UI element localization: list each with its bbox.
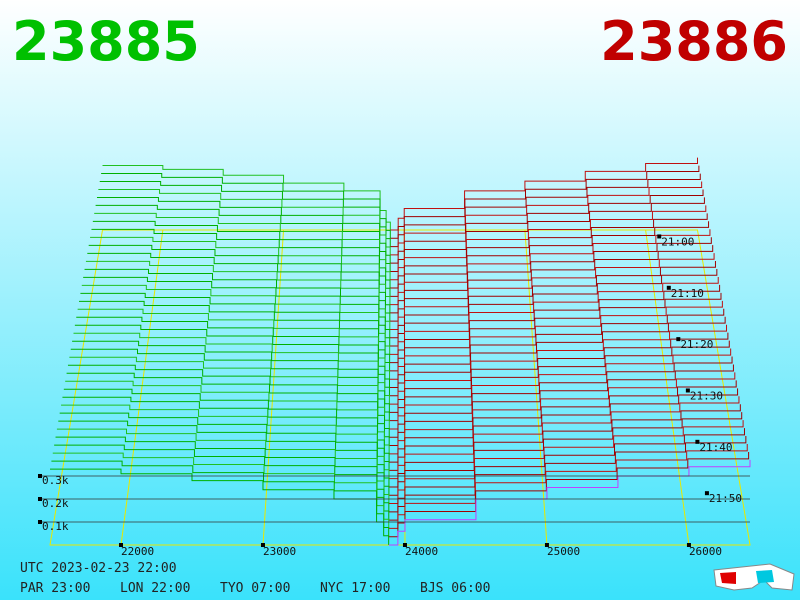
asks-depth-line [389,269,718,347]
price-grid-line [262,229,285,546]
ask-price: 23886 [600,10,788,73]
asks-depth-line [390,237,712,314]
bids-depth-line [50,468,390,545]
zone-time: NYC 17:00 [320,581,390,596]
asks-depth-line [389,356,733,438]
asks-depth-line [390,213,708,289]
asks-depth-line [389,372,736,455]
time-tick-label: 21:40 [699,441,732,454]
asks-depth-line [388,443,748,529]
asks-depth-line [388,436,747,521]
time-tick [685,388,690,393]
asks-depth-line [390,165,700,239]
price-tick [260,543,265,547]
asks-depth-line [390,173,701,248]
asks-depth-line [389,261,716,339]
asks-depth-line [390,189,704,264]
asks-depth-line [389,245,714,322]
time-tick [695,439,700,444]
price-tick [402,543,407,547]
asks-depth-line [390,229,711,306]
asks-depth-line [389,284,721,364]
price-tick-label: 26000 [689,545,722,558]
red-lens [720,572,736,584]
asks-depth-line [389,348,732,430]
asks-depth-line [389,292,722,372]
depth-tick [38,497,42,501]
time-zones: PAR 23:00 LON 22:00 TYO 07:00 NYC 17:00 BJS … [20,581,490,596]
asks-depth-line [390,205,707,281]
time-tick [676,337,681,342]
asks-depth-line [390,197,705,272]
utc-time: UTC 2023-02-23 22:00 [20,561,177,576]
asks-depth-line [389,324,728,405]
price-tick [686,543,691,547]
asks-depth-line [389,253,715,330]
depth-tick-label: 0.3k [42,474,69,487]
price-tick-label: 23000 [263,545,296,558]
depth-tick-label: 0.2k [42,497,69,510]
asks-depth-line [389,316,726,397]
cyan-lens [756,570,774,583]
asks-depth-line [389,308,725,388]
time-tick [666,285,671,290]
3d-glasses-icon[interactable] [713,563,795,591]
asks-depth-line [390,181,703,256]
time-tick-label: 21:30 [690,389,723,402]
asks-depth-line [389,396,740,480]
price-tick [544,543,549,547]
asks-depth-line [389,388,739,471]
depth-tick [38,474,42,478]
asks-depth-line [389,412,743,496]
time-tick-label: 21:10 [671,287,704,300]
price-grid-line [120,229,164,546]
plot: 22000 23000 24000 25000 26000 0.1k 0.2k 0.3k 21:… [38,157,751,558]
bid-price: 23885 [12,10,200,73]
time-tick [657,234,662,239]
time-tick [704,491,709,496]
price-grid-line [524,229,548,546]
asks-depth-line [389,276,719,355]
zone-time: PAR 23:00 [20,581,90,596]
zone-time: BJS 06:00 [420,581,490,596]
price-tick-label: 22000 [121,545,154,558]
asks-depth-line [390,221,710,297]
price-tick-label: 25000 [547,545,580,558]
asks-depth-line [389,300,723,380]
zone-time: TYO 07:00 [220,581,290,596]
time-tick-label: 21:20 [680,338,713,351]
price-tick [118,543,123,547]
asks-depth-line [388,451,750,538]
time-tick-label: 21:50 [709,492,742,505]
asks-depth-line [389,332,729,413]
asks-depth-line [389,404,741,488]
price-tick-label: 24000 [405,545,438,558]
asks-depth-line [389,420,744,505]
floor [49,229,751,546]
asks-depth-line [388,428,745,513]
asks-depth-line [389,364,734,447]
depth-tick [38,520,42,524]
asks-depth-line [389,340,730,422]
depth-tick-label: 0.1k [42,520,69,533]
asks-depth-line [389,380,737,463]
asks-depth-line [390,157,698,231]
zone-time: LON 22:00 [120,581,190,596]
time-tick-label: 21:00 [661,235,694,248]
